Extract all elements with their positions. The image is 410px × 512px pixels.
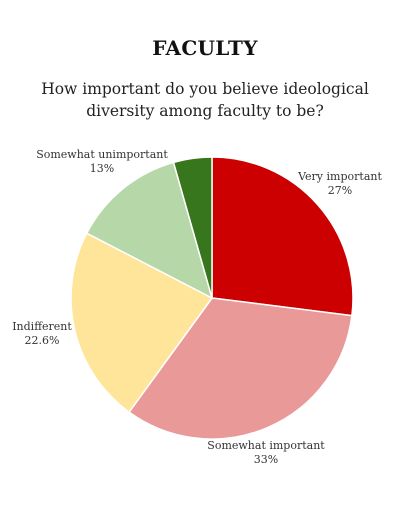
slice-label: Somewhat important bbox=[207, 439, 325, 452]
pie-slice-very-important bbox=[211, 156, 354, 317]
slice-value-label: 33% bbox=[254, 453, 278, 466]
chart-title: FACULTY bbox=[152, 36, 258, 60]
pie-slice-somewhat-unimportant bbox=[85, 161, 214, 300]
slice-label: Very important bbox=[297, 170, 382, 183]
pie-slice-somewhat-important bbox=[128, 297, 353, 440]
pie-slices bbox=[70, 156, 354, 440]
slice-value-label: 27% bbox=[328, 184, 352, 197]
pie-slice-very-unimportant bbox=[172, 156, 213, 299]
pie-slice-indifferent bbox=[70, 232, 214, 414]
chart-subtitle: How important do you believe ideological… bbox=[41, 80, 369, 120]
slice-label: Indifferent bbox=[12, 320, 72, 333]
slice-label: Somewhat unimportant bbox=[36, 148, 168, 161]
slice-value-label: 13% bbox=[90, 162, 114, 175]
slice-value-label: 22.6% bbox=[25, 334, 60, 347]
